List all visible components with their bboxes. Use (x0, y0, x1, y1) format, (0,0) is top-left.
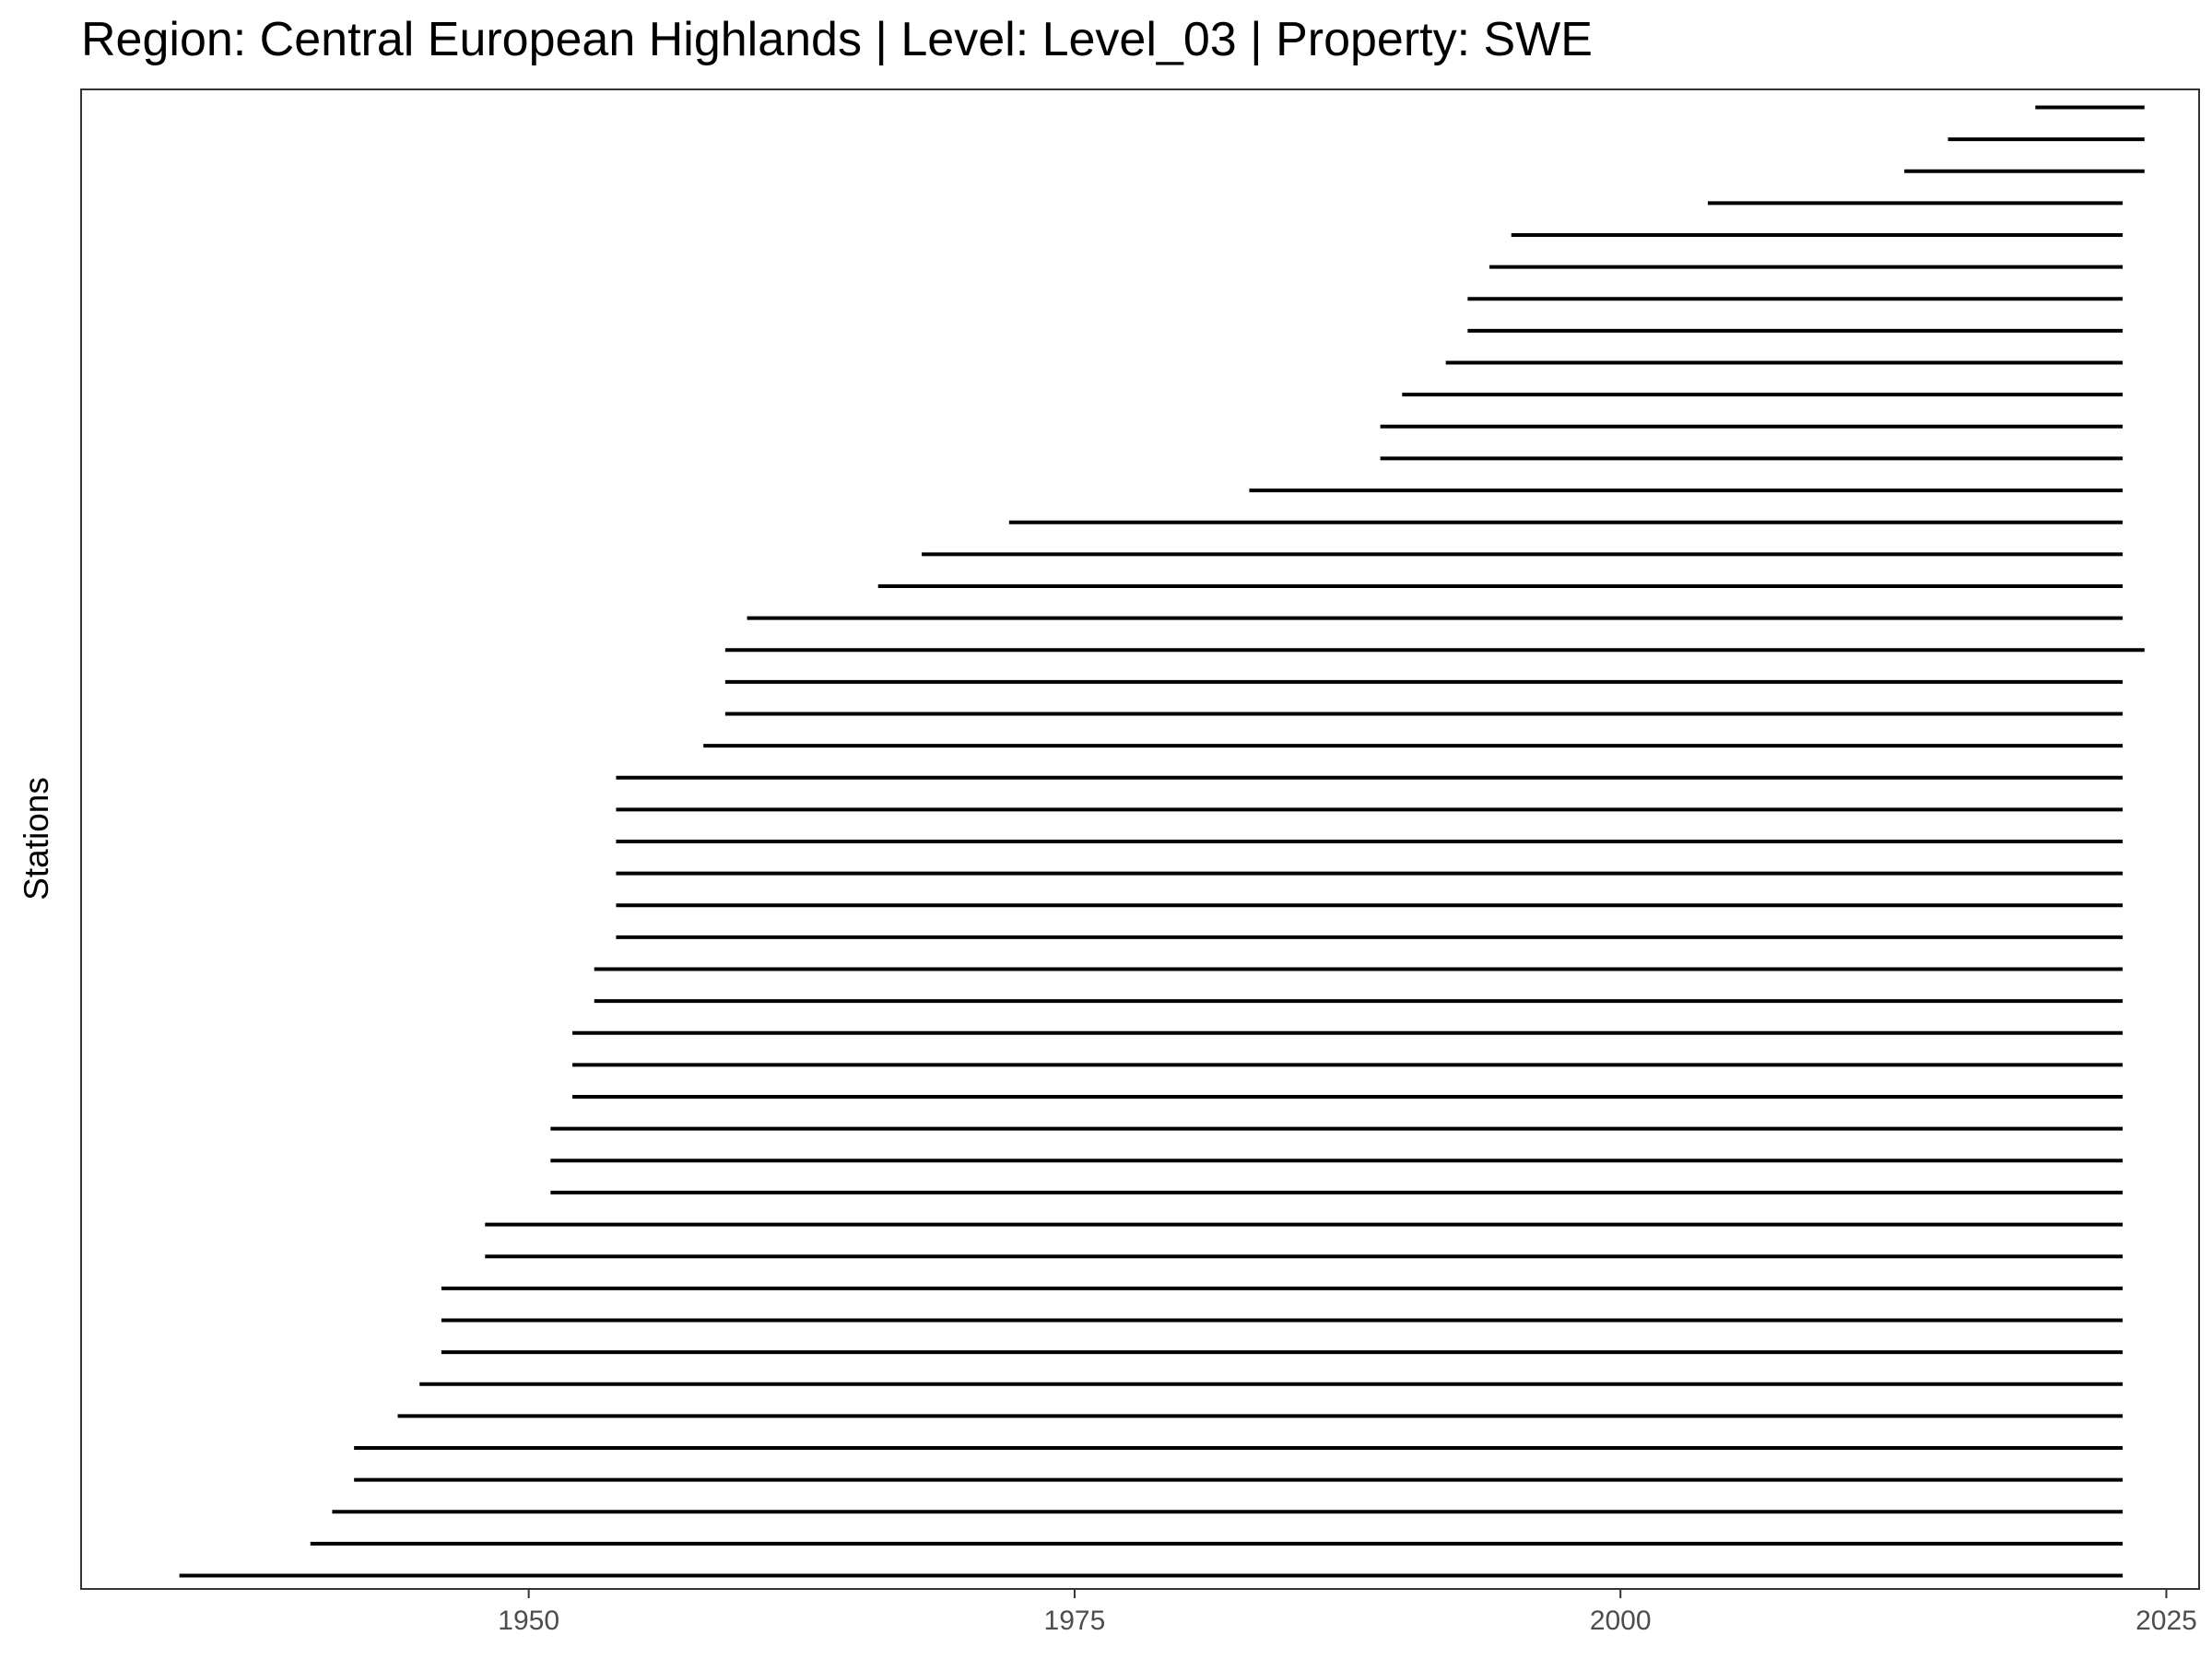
x-tick-label: 2000 (1590, 1606, 1652, 1636)
plot-panel (80, 88, 2200, 1590)
x-tick-label: 1950 (498, 1606, 559, 1636)
x-axis: 1950 1975 2000 2025 (498, 1589, 2197, 1636)
y-axis-label: Stations (18, 777, 55, 900)
x-tick-label: 2025 (2136, 1606, 2197, 1636)
x-tick-label: 1975 (1044, 1606, 1106, 1636)
station-segments (179, 105, 2145, 1578)
chart-title: Region: Central European Highlands | Lev… (81, 13, 1593, 66)
